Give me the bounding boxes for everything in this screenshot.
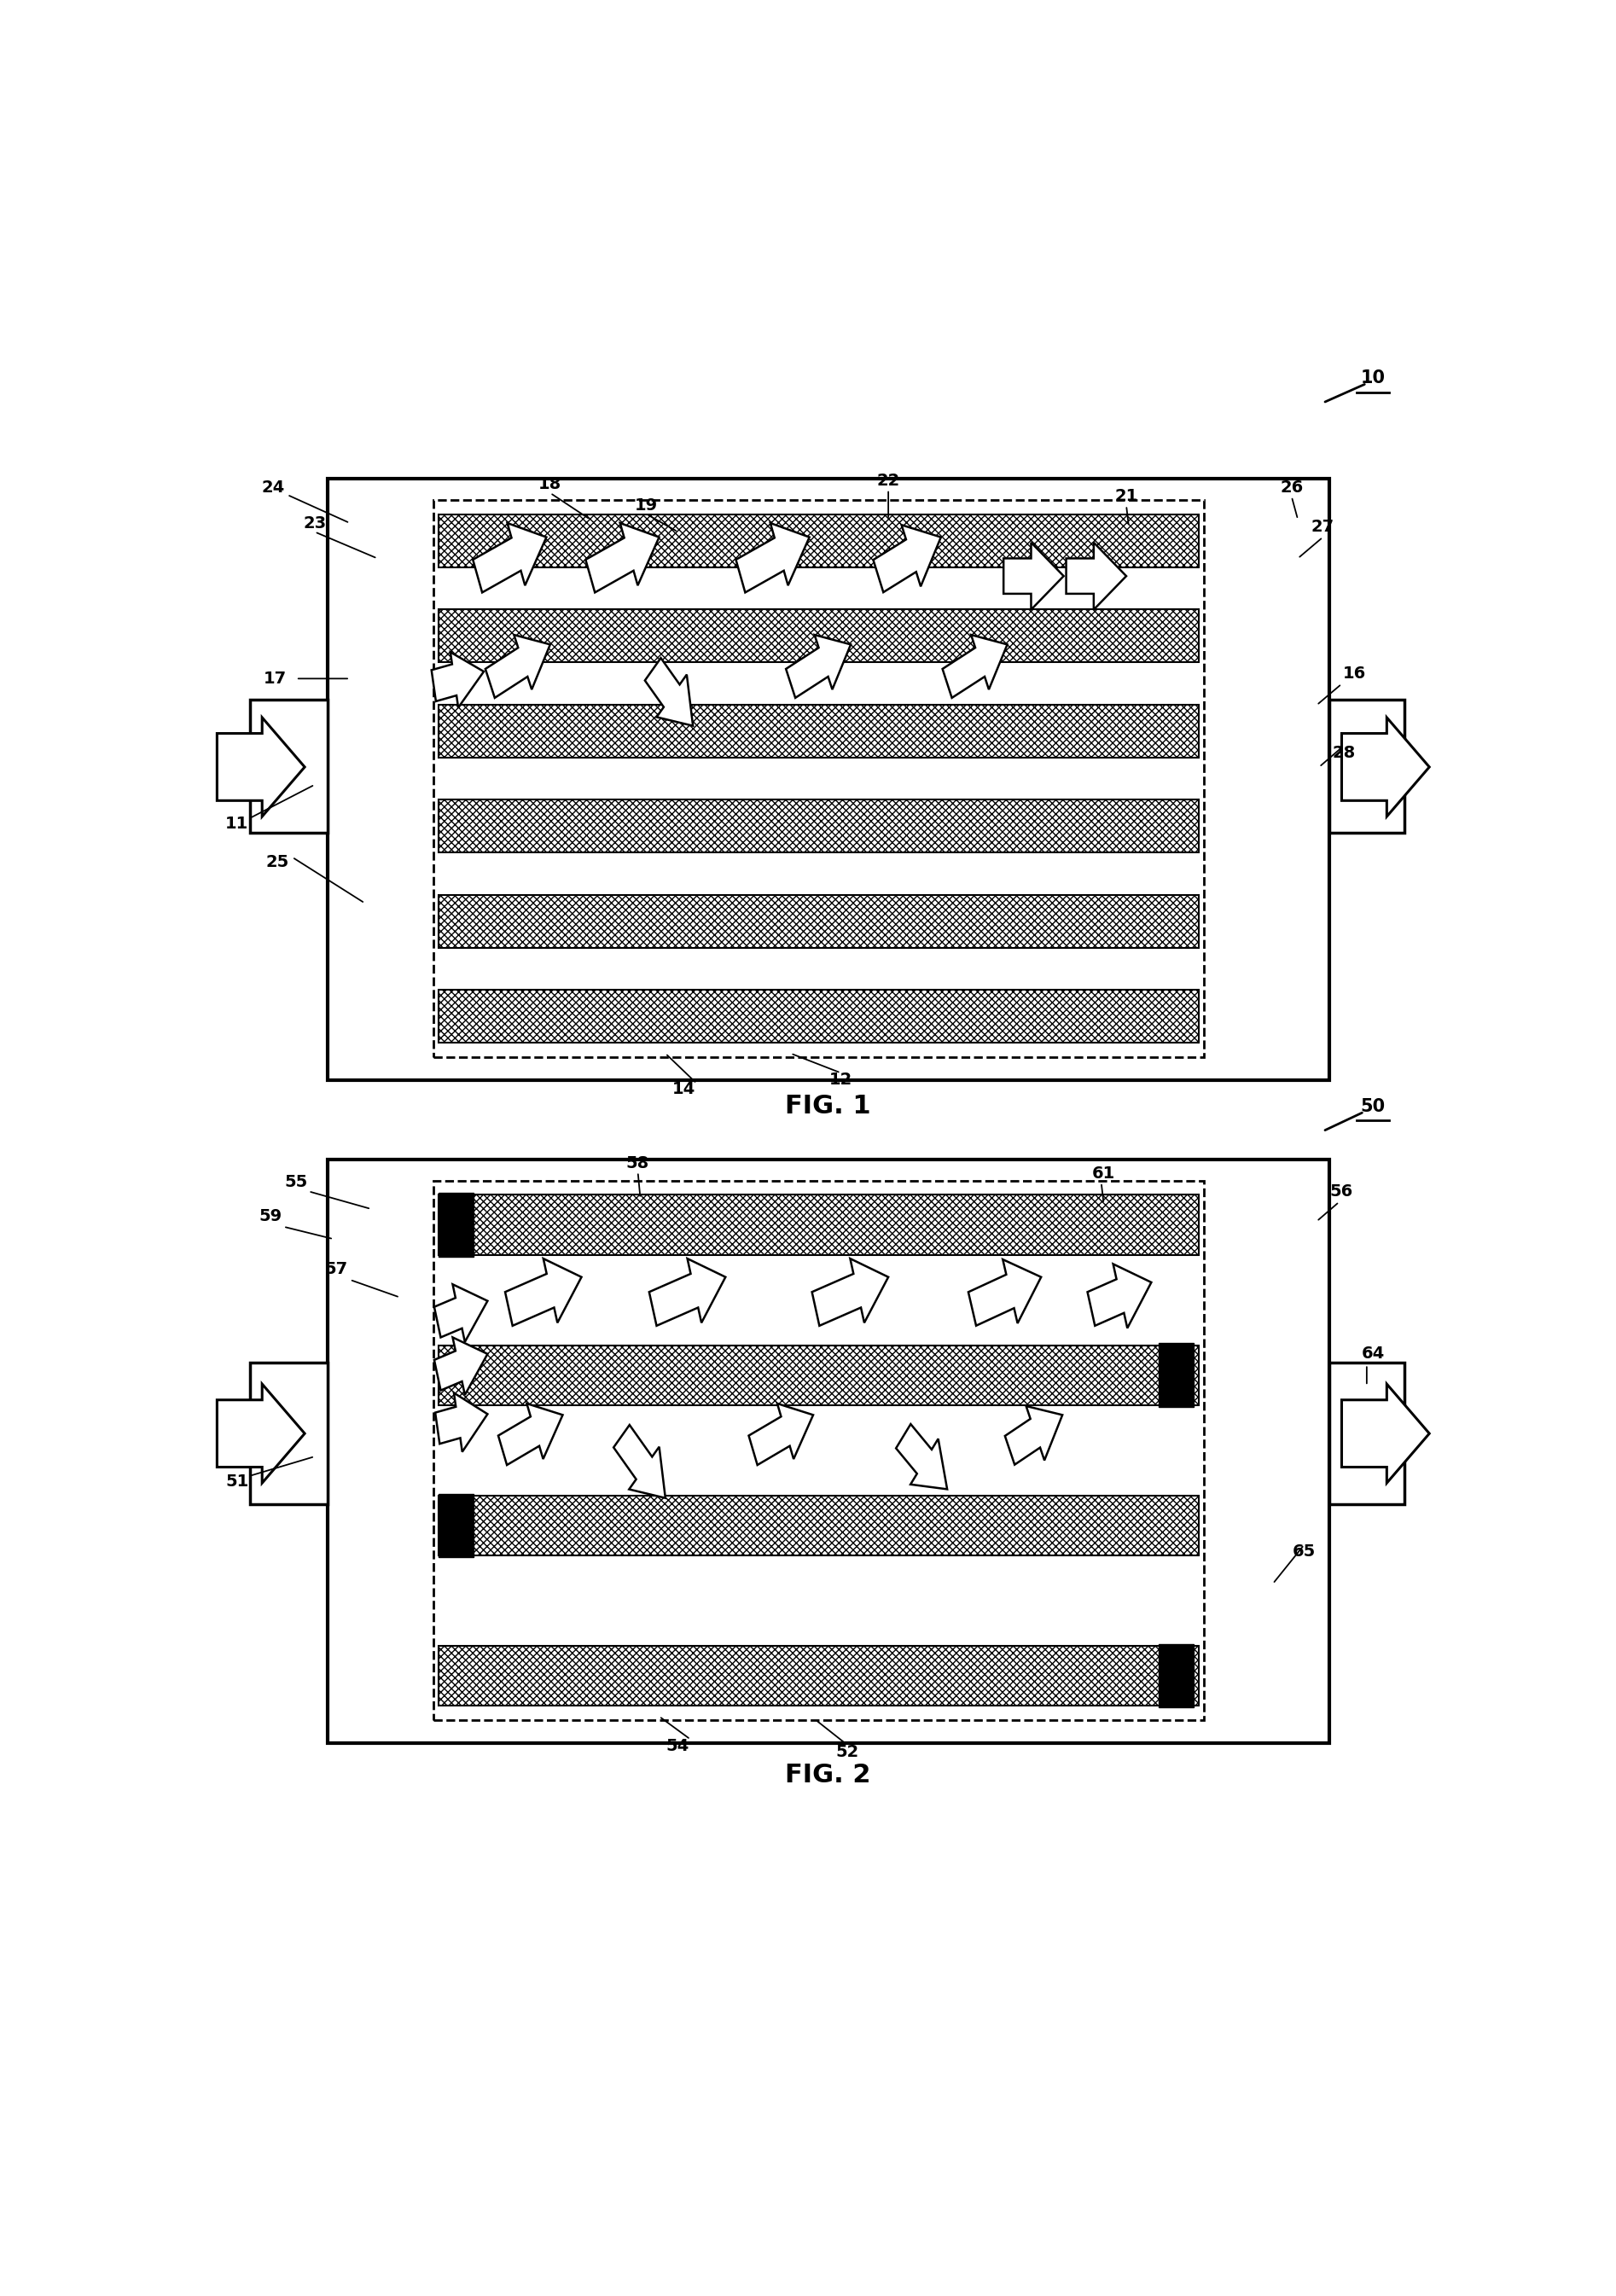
Text: 59: 59 — [259, 1208, 283, 1224]
Text: 12: 12 — [829, 1072, 852, 1088]
FancyArrow shape — [217, 719, 305, 817]
Text: 57: 57 — [325, 1261, 347, 1277]
FancyArrow shape — [811, 1258, 889, 1325]
Text: 24: 24 — [262, 480, 284, 496]
FancyArrow shape — [435, 1283, 488, 1341]
FancyArrow shape — [1341, 1384, 1430, 1483]
FancyArrow shape — [873, 526, 941, 592]
Text: 27: 27 — [1311, 519, 1335, 535]
Text: 14: 14 — [672, 1081, 696, 1097]
Bar — [328, 480, 1330, 1079]
Bar — [1159, 1644, 1194, 1708]
FancyArrow shape — [1088, 1265, 1151, 1327]
Text: 11: 11 — [226, 815, 249, 831]
Text: 64: 64 — [1361, 1345, 1385, 1362]
FancyArrow shape — [748, 1403, 813, 1465]
FancyArrow shape — [1067, 542, 1126, 611]
Text: 52: 52 — [835, 1743, 858, 1759]
Text: 17: 17 — [263, 670, 286, 687]
FancyArrow shape — [435, 1394, 488, 1451]
Bar — [438, 705, 1199, 758]
FancyArrow shape — [650, 1258, 726, 1325]
FancyArrow shape — [614, 1426, 666, 1497]
FancyArrow shape — [895, 1424, 947, 1490]
Text: 54: 54 — [666, 1738, 690, 1754]
Text: 23: 23 — [304, 514, 326, 530]
Bar — [438, 1345, 1199, 1405]
Text: 18: 18 — [538, 475, 562, 491]
Text: 10: 10 — [1361, 370, 1385, 386]
Text: 28: 28 — [1333, 744, 1356, 760]
Bar — [433, 501, 1204, 1056]
Bar — [438, 608, 1199, 661]
Text: 21: 21 — [1115, 489, 1138, 505]
Bar — [1328, 700, 1404, 833]
Text: 50: 50 — [1361, 1097, 1385, 1116]
Text: 58: 58 — [627, 1155, 650, 1171]
FancyArrow shape — [785, 634, 850, 698]
FancyArrow shape — [485, 634, 549, 698]
FancyArrow shape — [645, 659, 693, 726]
FancyArrow shape — [431, 652, 483, 707]
FancyArrow shape — [506, 1258, 582, 1325]
Text: 65: 65 — [1293, 1543, 1315, 1559]
Bar — [438, 1646, 1199, 1706]
Bar — [438, 1495, 473, 1557]
Text: FIG. 1: FIG. 1 — [785, 1095, 871, 1118]
FancyArrow shape — [498, 1403, 562, 1465]
FancyArrow shape — [217, 1384, 305, 1483]
Bar — [438, 990, 1199, 1042]
Bar — [438, 1194, 1199, 1256]
Bar — [1328, 1364, 1404, 1504]
Text: 26: 26 — [1280, 480, 1302, 496]
Text: 51: 51 — [226, 1474, 249, 1490]
FancyArrow shape — [1341, 719, 1430, 817]
Bar — [249, 1364, 328, 1504]
Bar — [328, 1159, 1330, 1743]
Text: 56: 56 — [1330, 1182, 1353, 1199]
Bar — [438, 895, 1199, 948]
Bar — [438, 799, 1199, 852]
Text: 25: 25 — [265, 854, 289, 870]
Bar — [433, 1180, 1204, 1720]
FancyArrow shape — [968, 1261, 1041, 1325]
Text: 16: 16 — [1343, 666, 1366, 682]
Text: 19: 19 — [635, 498, 658, 514]
FancyArrow shape — [435, 1336, 488, 1396]
Text: 22: 22 — [877, 473, 900, 489]
Text: 61: 61 — [1092, 1166, 1115, 1182]
FancyArrow shape — [735, 523, 810, 592]
Bar — [438, 514, 1199, 567]
Text: 55: 55 — [284, 1173, 307, 1192]
FancyArrow shape — [1004, 542, 1063, 611]
Bar — [438, 1194, 473, 1256]
FancyArrow shape — [942, 634, 1007, 698]
Bar — [249, 700, 328, 833]
FancyArrow shape — [473, 523, 546, 592]
FancyArrow shape — [1005, 1405, 1062, 1465]
Bar — [1159, 1343, 1194, 1407]
Bar — [438, 1495, 1199, 1554]
Text: FIG. 2: FIG. 2 — [785, 1763, 871, 1786]
FancyArrow shape — [585, 523, 659, 592]
